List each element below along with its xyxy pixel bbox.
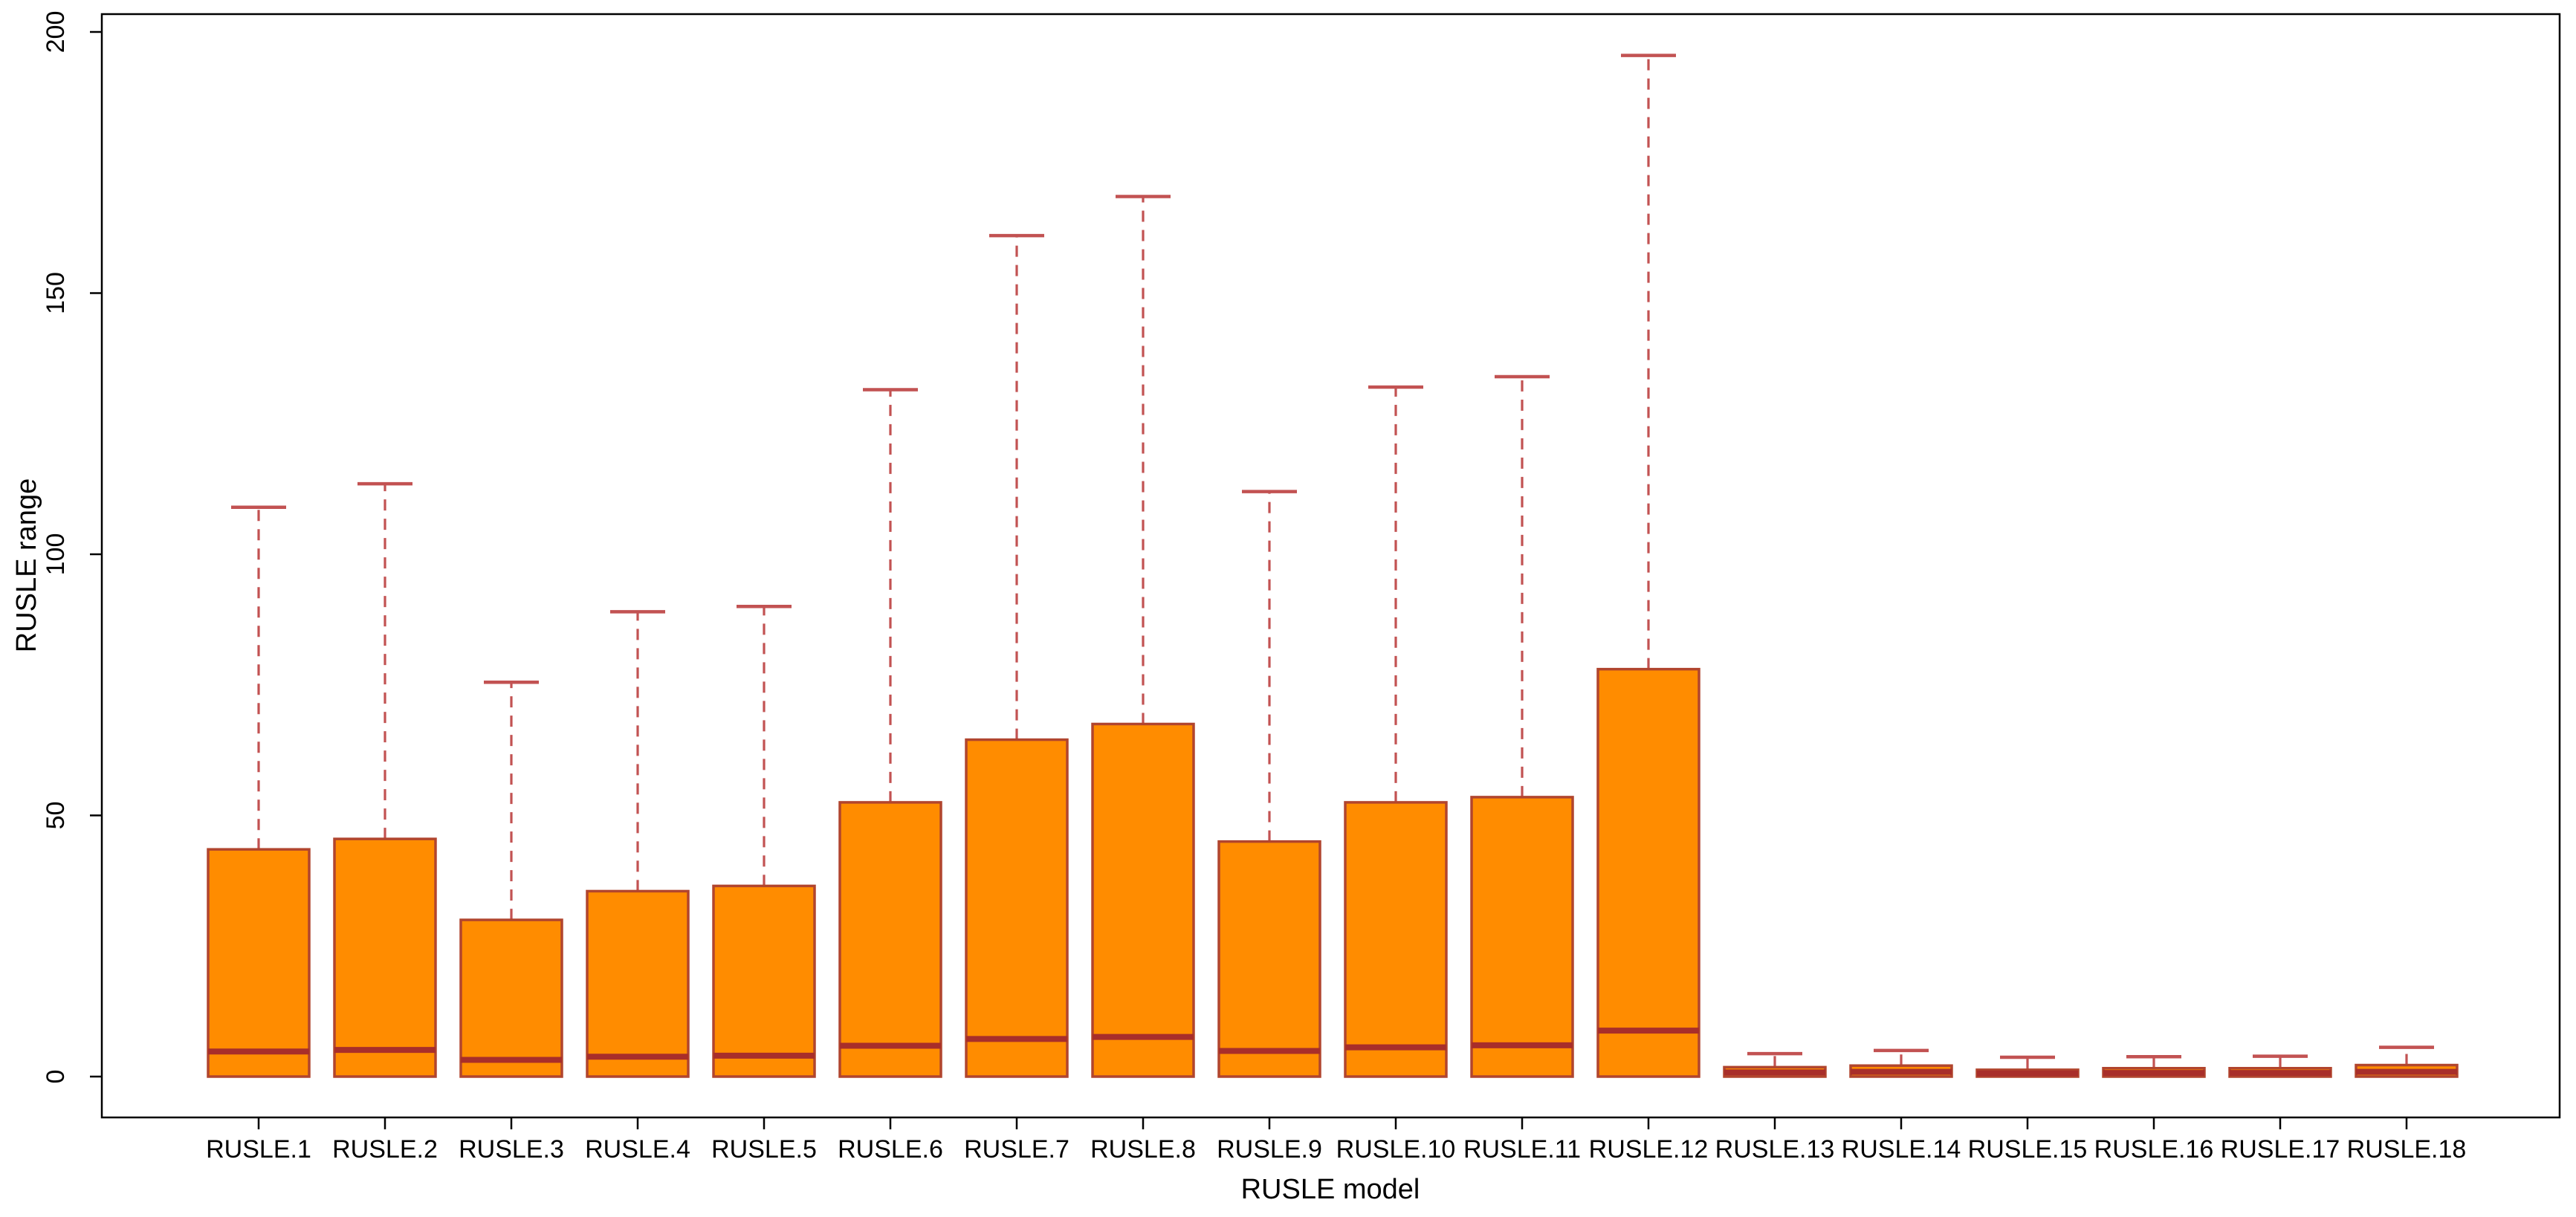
y-tick-label: 200 (42, 11, 70, 53)
box-iqr (333, 837, 437, 1078)
x-tick-label: RUSLE.4 (585, 1135, 690, 1164)
y-tick-label: 150 (42, 272, 70, 314)
x-tick-label: RUSLE.12 (1589, 1135, 1709, 1164)
x-tick-label: RUSLE.3 (459, 1135, 564, 1164)
plot-frame (100, 13, 2561, 1119)
box-iqr (586, 889, 690, 1078)
x-axis-title: RUSLE model (1241, 1174, 1420, 1205)
box-iqr (1091, 722, 1195, 1078)
x-tick-label: RUSLE.7 (964, 1135, 1069, 1164)
y-tick-label: 100 (42, 533, 70, 576)
y-axis-title: RUSLE range (11, 478, 42, 652)
x-tick-label: RUSLE.10 (1336, 1135, 1456, 1164)
x-tick-label: RUSLE.2 (332, 1135, 438, 1164)
x-tick-label: RUSLE.14 (1842, 1135, 1961, 1164)
x-tick-label: RUSLE.6 (838, 1135, 943, 1164)
x-tick-label: RUSLE.17 (2221, 1135, 2340, 1164)
box-iqr (1217, 840, 1321, 1078)
box-iqr (838, 801, 942, 1078)
y-tick-label: 0 (42, 1070, 70, 1084)
box-iqr (1470, 796, 1574, 1078)
box-iqr (1344, 801, 1448, 1078)
x-tick-label: RUSLE.1 (206, 1135, 311, 1164)
x-tick-label: RUSLE.16 (2094, 1135, 2214, 1164)
box-iqr (1596, 667, 1700, 1078)
y-tick-label: 50 (42, 802, 70, 830)
box-iqr (712, 884, 816, 1078)
box-iqr (459, 918, 563, 1078)
x-tick-label: RUSLE.15 (1968, 1135, 2088, 1164)
box-iqr (965, 738, 1069, 1078)
x-tick-label: RUSLE.11 (1463, 1135, 1581, 1164)
box-iqr (207, 848, 311, 1078)
x-tick-label: RUSLE.13 (1715, 1135, 1835, 1164)
x-tick-label: RUSLE.9 (1217, 1135, 1322, 1164)
x-tick-label: RUSLE.5 (711, 1135, 817, 1164)
x-tick-label: RUSLE.18 (2347, 1135, 2467, 1164)
x-tick-label: RUSLE.8 (1090, 1135, 1196, 1164)
